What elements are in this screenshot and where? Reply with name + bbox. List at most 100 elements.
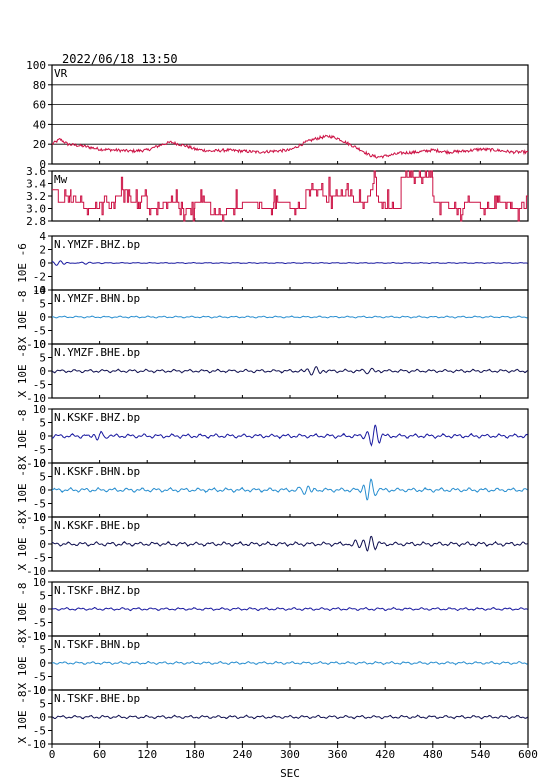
x-tick-label: 300 [280, 748, 300, 761]
x-tick-label: 120 [137, 748, 157, 761]
y-axis-unit-label: X 10E -8 [16, 291, 29, 344]
y-axis-unit-label: X 10E -8 [16, 583, 29, 636]
series-label: N.TSKF.BHE.bp [54, 692, 140, 705]
y-tick-label: 5 [39, 644, 46, 657]
y-tick-label: 3.6 [26, 165, 46, 178]
series-label: N.TSKF.BHZ.bp [54, 584, 140, 597]
y-tick-label: 10 [33, 684, 46, 697]
x-tick-label: 240 [232, 748, 252, 761]
y-axis-unit-label: X 10E -8 [16, 691, 29, 744]
series-line [51, 606, 528, 612]
series-label: N.YMZF.BHZ.bp [54, 238, 140, 251]
y-tick-label: -10 [26, 684, 46, 697]
y-tick-label: 3.0 [26, 203, 46, 216]
y-tick-label: 10 [33, 630, 46, 643]
y-tick-label: 0 [39, 311, 46, 324]
x-tick-label: 360 [328, 748, 348, 761]
y-tick-label: 0 [39, 538, 46, 551]
series-label: VR [54, 67, 68, 80]
y-tick-label: 10 [33, 284, 46, 297]
y-tick-label: -10 [26, 457, 46, 470]
y-tick-label: 5 [39, 471, 46, 484]
y-tick-label: -5 [33, 617, 46, 630]
y-tick-label: 10 [33, 511, 46, 524]
y-tick-label: -5 [33, 725, 46, 738]
y-tick-label: 5 [39, 590, 46, 603]
y-tick-label: -5 [33, 552, 46, 565]
series-line [51, 315, 528, 319]
y-axis-unit-label: X 10E -8 [16, 637, 29, 690]
y-tick-label: 0 [39, 484, 46, 497]
y-tick-label: 3.2 [26, 190, 46, 203]
x-tick-label: 420 [375, 748, 395, 761]
y-tick-label: -4 [33, 284, 47, 297]
x-tick-label: 600 [518, 748, 538, 761]
panels: 020406080100VR2.83.03.23.43.6Mw-4-2024N.… [16, 59, 529, 751]
y-tick-label: 5 [39, 298, 46, 311]
series-label: N.YMZF.BHN.bp [54, 292, 140, 305]
y-tick-label: -10 [26, 565, 46, 578]
y-tick-label: 40 [33, 118, 46, 131]
y-tick-label: 10 [33, 403, 46, 416]
y-axis-unit-label: X 10E -8 [16, 464, 29, 517]
x-axis-label: SEC [280, 767, 300, 780]
x-tick-label: 180 [185, 748, 205, 761]
series-line [51, 366, 528, 376]
series-line [52, 714, 528, 720]
y-tick-label: -5 [33, 444, 46, 457]
x-tick-label: 540 [470, 748, 490, 761]
y-tick-label: 60 [33, 99, 46, 112]
y-tick-label: 0 [39, 158, 46, 171]
y-axis-unit-label: X 10E -8 [16, 518, 29, 571]
x-tick-label: 480 [423, 748, 443, 761]
x-axis: 0 60 120 180 240 300 360 420 480 540 600 [49, 744, 538, 761]
y-tick-label: 5 [39, 417, 46, 430]
y-tick-label: -10 [26, 511, 46, 524]
y-tick-label: 80 [33, 79, 46, 92]
y-tick-label: 3.4 [26, 178, 46, 191]
y-tick-label: -10 [26, 630, 46, 643]
timestamp-label: 2022/06/18 13:50 [62, 52, 178, 66]
y-axis-unit-label: X 10E -8 [16, 410, 29, 463]
y-tick-label: -5 [33, 379, 46, 392]
y-tick-label: 0 [39, 365, 46, 378]
y-tick-label: 0 [39, 711, 46, 724]
series-line [51, 535, 528, 552]
y-tick-label: 0 [39, 430, 46, 443]
y-tick-label: 5 [39, 698, 46, 711]
series-label: N.KSKF.BHE.bp [54, 519, 140, 532]
y-tick-label: 10 [33, 457, 46, 470]
y-tick-label: -2 [33, 271, 46, 284]
y-tick-label: 4 [39, 230, 46, 243]
y-tick-label: 2 [39, 244, 46, 257]
series-label: Mw [54, 173, 68, 186]
series-line [51, 660, 528, 666]
y-tick-label: -5 [33, 325, 46, 338]
y-tick-label: 5 [39, 352, 46, 365]
series-label: N.KSKF.BHZ.bp [54, 411, 140, 424]
series-line [51, 134, 529, 159]
y-tick-label: 10 [33, 576, 46, 589]
y-tick-label: 20 [33, 138, 46, 151]
series-line [51, 478, 528, 501]
y-tick-label: 0 [39, 257, 46, 270]
x-tick-label: 60 [93, 748, 106, 761]
series-label: N.YMZF.BHE.bp [54, 346, 140, 359]
x-tick-label: 0 [49, 748, 56, 761]
y-tick-label: 10 [33, 338, 46, 351]
y-tick-label: -10 [26, 338, 46, 351]
y-axis-unit-label: 10E -6 [16, 243, 29, 283]
series-line [51, 260, 528, 266]
series-line [51, 424, 528, 447]
series-label: N.KSKF.BHN.bp [54, 465, 140, 478]
